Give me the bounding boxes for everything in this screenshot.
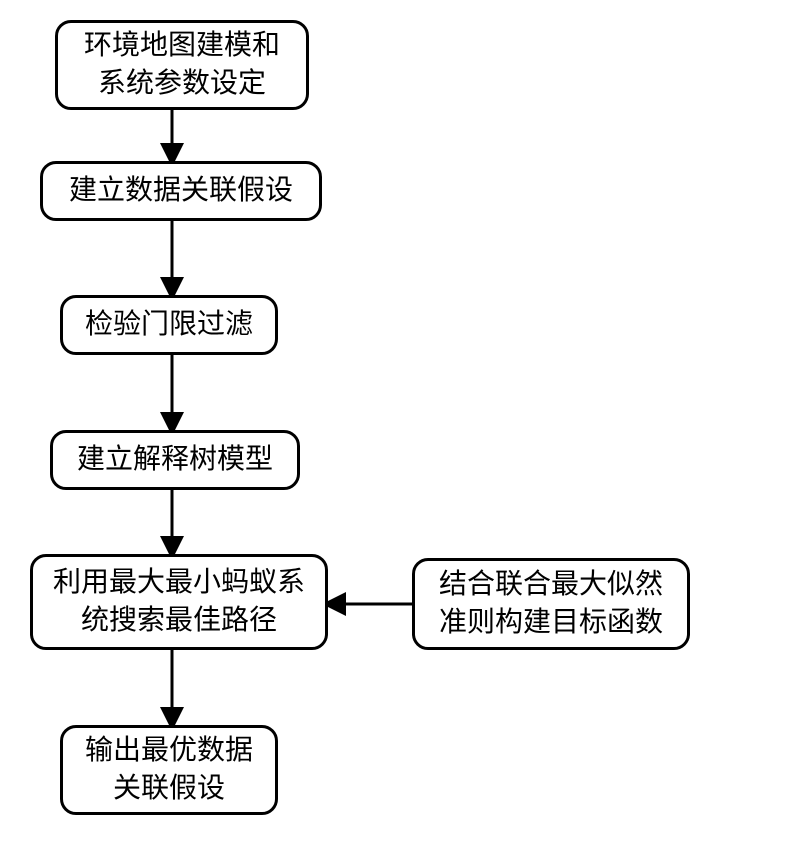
flow-node-n2: 建立数据关联假设 xyxy=(40,161,322,221)
flow-node-n4: 建立解释树模型 xyxy=(50,430,300,490)
flow-node-n1: 环境地图建模和系统参数设定 xyxy=(55,20,309,110)
flow-node-n5: 利用最大最小蚂蚁系统搜索最佳路径 xyxy=(30,554,328,650)
flow-node-n6: 结合联合最大似然准则构建目标函数 xyxy=(412,558,690,650)
flow-node-label: 结合联合最大似然准则构建目标函数 xyxy=(439,566,663,642)
flow-node-n7: 输出最优数据关联假设 xyxy=(60,725,278,815)
flow-node-label: 检验门限过滤 xyxy=(85,306,253,344)
flow-node-label: 输出最优数据关联假设 xyxy=(85,732,253,808)
flow-node-label: 利用最大最小蚂蚁系统搜索最佳路径 xyxy=(53,564,305,640)
flow-node-label: 建立解释树模型 xyxy=(77,441,273,479)
flow-node-n3: 检验门限过滤 xyxy=(60,295,278,355)
flow-node-label: 建立数据关联假设 xyxy=(69,172,293,210)
flow-node-label: 环境地图建模和系统参数设定 xyxy=(84,27,280,103)
